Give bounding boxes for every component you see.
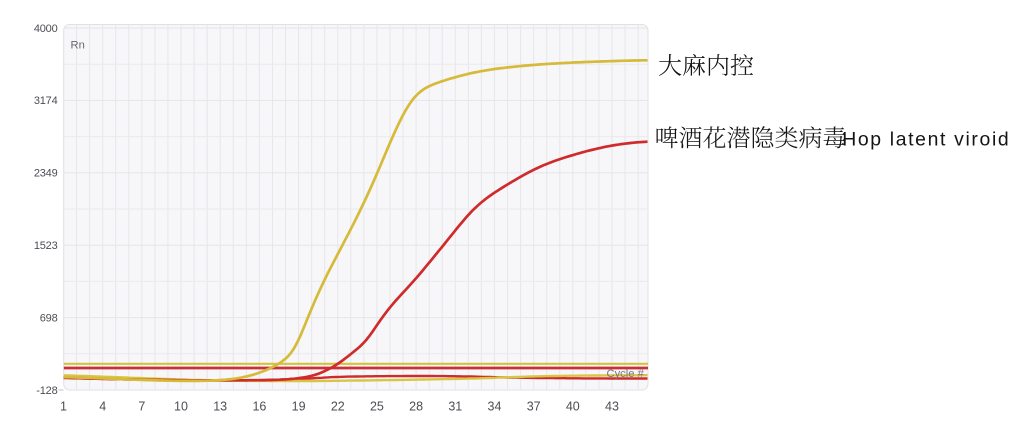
svg-text:7: 7 — [138, 400, 145, 414]
svg-text:37: 37 — [527, 400, 541, 414]
svg-text:10: 10 — [174, 400, 188, 414]
svg-text:698: 698 — [40, 312, 58, 324]
svg-text:22: 22 — [331, 400, 345, 414]
svg-text:40: 40 — [566, 400, 580, 414]
svg-text:13: 13 — [213, 400, 227, 414]
svg-text:2349: 2349 — [34, 168, 58, 180]
svg-text:43: 43 — [605, 400, 619, 414]
svg-text:4000: 4000 — [34, 23, 58, 35]
svg-text:Rn: Rn — [71, 40, 85, 52]
svg-text:28: 28 — [409, 400, 423, 414]
svg-text:19: 19 — [292, 400, 306, 414]
svg-text:Cycle #: Cycle # — [607, 368, 645, 380]
svg-text:Hop latent viroid: Hop latent viroid — [842, 129, 1010, 151]
svg-text:31: 31 — [448, 400, 462, 414]
svg-text:-128: -128 — [36, 385, 57, 397]
svg-text:3174: 3174 — [34, 95, 58, 107]
svg-text:4: 4 — [99, 400, 106, 414]
svg-text:34: 34 — [488, 400, 502, 414]
svg-text:1523: 1523 — [34, 240, 58, 252]
svg-text:25: 25 — [370, 400, 384, 414]
svg-text:1: 1 — [60, 400, 67, 414]
svg-text:16: 16 — [252, 400, 266, 414]
